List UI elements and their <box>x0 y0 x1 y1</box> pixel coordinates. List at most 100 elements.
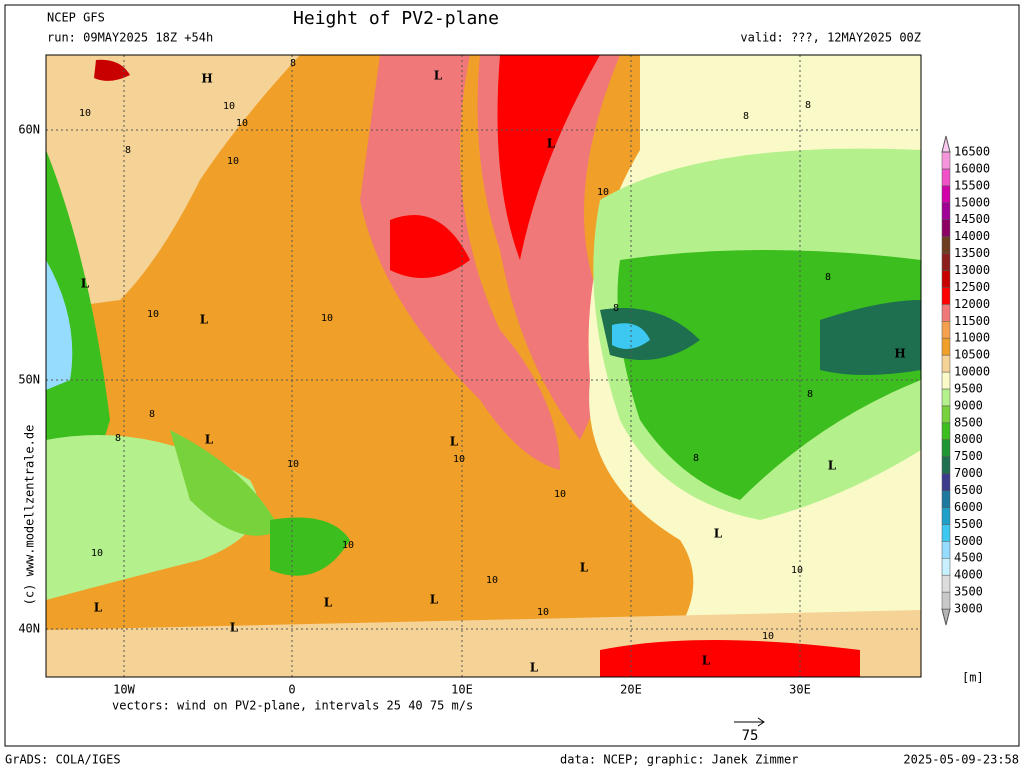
lat-label: 40N <box>18 622 40 636</box>
colorbar-swatch <box>941 304 951 322</box>
colorbar-label: 13000 <box>954 263 990 277</box>
lon-label: 30E <box>789 683 811 697</box>
colorbar-swatch <box>941 524 951 542</box>
colorbar-swatch <box>941 219 951 237</box>
contour-label: 8 <box>825 272 831 283</box>
pressure-center: L <box>434 69 443 83</box>
colorbar-label: 9500 <box>954 381 983 395</box>
colorbar-swatch <box>941 354 951 373</box>
colorbar-swatch <box>941 439 951 457</box>
contour-label: 10 <box>486 575 498 586</box>
colorbar-swatch <box>941 270 951 288</box>
colorbar-swatch <box>941 253 951 271</box>
colorbar-triangle <box>941 608 951 626</box>
colorbar-swatch <box>941 541 951 559</box>
colorbar-label: 10000 <box>954 365 990 379</box>
colorbar-label: 11500 <box>954 314 990 328</box>
contour-label: 8 <box>693 453 699 464</box>
software: GrADS: COLA/IGES <box>5 753 121 767</box>
pressure-center: L <box>230 621 239 635</box>
colorbar-swatch <box>941 371 951 390</box>
colorbar-swatch <box>941 321 951 339</box>
colorbar-label: 6000 <box>954 500 983 514</box>
contour-label: 8 <box>613 303 619 314</box>
colorbar-swatch <box>941 337 951 356</box>
contour-label: 10 <box>79 108 91 119</box>
pressure-center: L <box>547 137 556 151</box>
colorbar-label: 12500 <box>954 280 990 294</box>
colorbar-label: 14000 <box>954 229 990 243</box>
ref-vector: 75 <box>742 728 759 744</box>
contour-label: 10 <box>342 540 354 551</box>
pressure-center: L <box>828 459 837 473</box>
colorbar-swatch <box>941 236 951 254</box>
colorbar-label: 12000 <box>954 297 990 311</box>
colorbar-label: 7000 <box>954 466 983 480</box>
contour-label: 10 <box>791 565 803 576</box>
contour-label: 10 <box>227 156 239 167</box>
colorbar-label: 16500 <box>954 145 990 159</box>
contour-label: 8 <box>115 433 121 444</box>
frame <box>4 4 1020 747</box>
colorbar-swatch <box>941 422 951 440</box>
colorbar-label: 8000 <box>954 432 983 446</box>
map-field <box>46 55 921 677</box>
credit: data: NCEP; graphic: Janek Zimmer <box>560 753 798 767</box>
colorbar-label: 5500 <box>954 517 983 531</box>
colorbar-swatch <box>941 574 951 593</box>
contour-label: 10 <box>537 607 549 618</box>
contour-label: 10 <box>321 313 333 324</box>
pressure-center: L <box>580 561 589 575</box>
pressure-center: L <box>430 593 439 607</box>
map-border <box>45 54 922 678</box>
colorbar-swatch <box>941 473 951 491</box>
colorbar-label: 14500 <box>954 212 990 226</box>
colorbar-swatch <box>941 490 951 508</box>
contour-label: 10 <box>597 187 609 198</box>
unit: [m] <box>962 671 984 685</box>
colorbar-swatch <box>941 405 951 424</box>
colorbar-label: 4000 <box>954 568 983 582</box>
timestamp: 2025-05-09-23:58 <box>903 753 1019 767</box>
contour-label: 8 <box>805 100 811 111</box>
pressure-center: L <box>450 435 459 449</box>
pressure-center: L <box>714 527 723 541</box>
lat-label: 60N <box>18 123 40 137</box>
colorbar-swatch <box>941 202 951 220</box>
model: NCEP GFS <box>47 11 105 25</box>
pressure-center: L <box>702 654 711 668</box>
contour-label: 8 <box>743 111 749 122</box>
lon-label: 10W <box>113 683 135 697</box>
pressure-center: H <box>894 347 905 361</box>
contour-label: 10 <box>762 631 774 642</box>
contour-label: 8 <box>290 58 296 69</box>
colorbar-label: 5000 <box>954 534 983 548</box>
pressure-center: L <box>200 313 209 327</box>
colorbar-swatch <box>941 456 951 474</box>
colorbar-swatch <box>941 287 951 305</box>
colorbar-label: 4500 <box>954 551 983 565</box>
colorbar-label: 3500 <box>954 585 983 599</box>
lat-label: 50N <box>18 373 40 387</box>
pressure-center: L <box>324 596 333 610</box>
contour-label: 10 <box>147 309 159 320</box>
colorbar-label: 13500 <box>954 246 990 260</box>
title: Height of PV2-plane <box>293 8 499 29</box>
colorbar-label: 8500 <box>954 415 983 429</box>
colorbar-swatch <box>941 388 951 407</box>
colorbar-swatch <box>941 185 951 204</box>
colorbar-label: 11000 <box>954 331 990 345</box>
colorbar-label: 10500 <box>954 348 990 362</box>
lon-label: 0 <box>288 683 295 697</box>
contour-label: 10 <box>453 454 465 465</box>
run: run: 09MAY2025 18Z +54h <box>47 31 213 45</box>
colorbar-swatch <box>941 557 951 576</box>
pressure-center: L <box>81 277 90 291</box>
contour-label: 10 <box>223 101 235 112</box>
contour-label: 8 <box>125 145 131 156</box>
colorbar-swatch <box>941 151 951 170</box>
colorbar-triangle <box>941 135 951 153</box>
contour-label: 8 <box>807 389 813 400</box>
lon-label: 10E <box>451 683 473 697</box>
